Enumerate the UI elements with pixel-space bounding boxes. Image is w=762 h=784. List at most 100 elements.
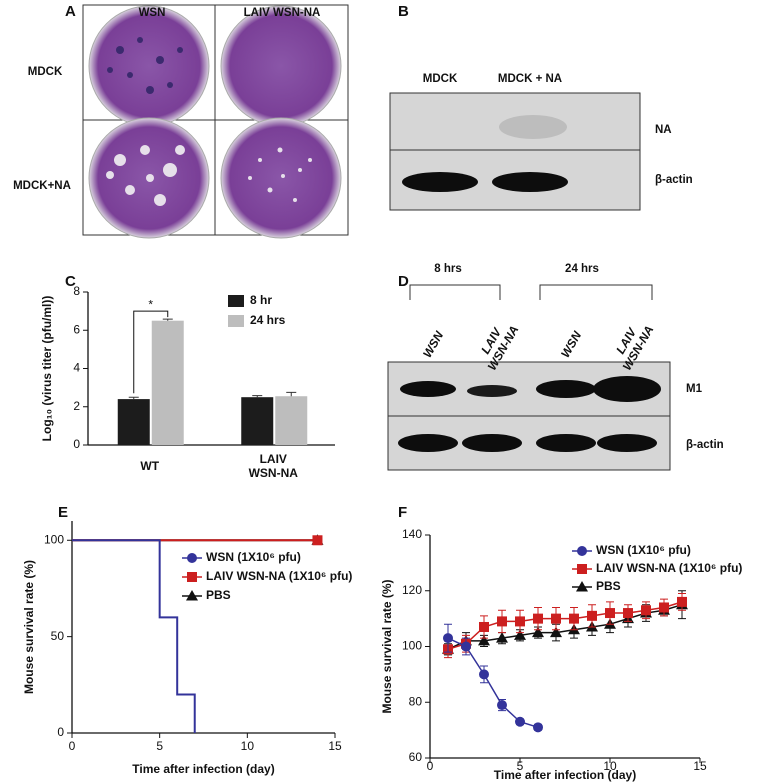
y-tick-label: 2 [73,399,80,413]
error-bar [252,395,263,398]
legend-label: 8 hr [250,293,272,307]
marker [605,608,615,619]
x-tick-label: 10 [603,759,617,773]
legend-label: PBS [596,579,621,593]
lane-label: WSN [558,329,584,361]
x-tick-label: 10 [241,739,255,753]
marker [479,621,489,632]
marker [659,602,669,613]
x-tick-label: 0 [69,739,76,753]
marker [551,613,561,624]
significance-bracket [133,310,169,394]
marker [312,535,323,546]
panel-label: F [398,504,407,521]
band-label: β-actin [686,439,724,451]
legend-marker [186,590,198,601]
y-tick-label: 120 [402,583,422,597]
group-label: 8 hrs [434,263,462,275]
marker [443,633,453,644]
plaques [107,37,183,94]
dish [88,5,210,127]
y-tick-label: 50 [51,629,65,643]
band [597,434,657,452]
marker [550,626,562,638]
marker [587,610,597,621]
panel-label: C [65,273,76,290]
band [536,380,596,398]
band [402,172,478,192]
y-tick-label: 0 [57,725,64,739]
error-bar [286,391,297,397]
y-tick-label: 8 [73,284,80,298]
legend-label: LAIV WSN-NA (1X10⁶ pfu) [206,569,352,583]
legend-label: 24 hrs [250,313,286,327]
group-label: 24 hrs [565,263,599,275]
panel-label: D [398,273,409,290]
y-tick-label: 140 [402,527,422,541]
column-label: WSN [139,7,166,19]
dish [220,5,342,127]
row-label: MDCK+NA [13,180,71,192]
y-axis-title: Mouse survival rate (%) [22,560,36,694]
error-bar [128,396,139,400]
band [593,376,661,402]
x-tick-label: 5 [517,759,524,773]
bar [117,399,150,445]
marker [532,626,544,638]
marker [533,613,543,624]
legend-swatch [228,315,244,327]
band [492,172,568,192]
marker [479,669,489,680]
x-tick-label: 15 [328,739,342,753]
marker [496,632,508,643]
y-tick-label: 80 [409,694,423,708]
marker [533,722,543,733]
lane-label: MDCK + NA [498,73,562,85]
blot-d [387,284,671,471]
legend-label: PBS [206,588,231,602]
y-tick-label: 60 [409,750,423,764]
marker [497,616,507,627]
lane-label: MDCK [423,73,458,85]
x-tick-label: 15 [693,759,707,773]
legend-swatch [228,295,244,307]
y-tick-label: 0 [73,437,80,451]
marker [514,629,526,640]
band-label: β-actin [655,174,693,186]
y-tick-label: 6 [73,322,80,336]
band-label: NA [655,124,672,136]
legend-label: LAIV WSN-NA (1X10⁶ pfu) [596,561,742,575]
marker [677,596,687,607]
panel-label: E [58,504,68,521]
legend-label: WSN (1X10⁶ pfu) [206,550,301,564]
band [467,385,517,397]
marker [461,641,471,652]
legend-marker [577,546,587,556]
legend-marker [187,572,197,582]
band [400,381,456,397]
y-tick-label: 100 [44,532,64,546]
marker [515,616,525,627]
blot-b [389,92,641,211]
bar [151,320,184,445]
band-label: M1 [686,383,703,395]
band [536,434,596,452]
row-label: MDCK [28,66,63,78]
x-tick-label: LAIV WSN-NA [249,452,299,480]
marker [497,700,507,711]
y-tick-label: 100 [402,639,422,653]
band [462,434,522,452]
band [398,434,458,452]
band [499,115,567,139]
significance-mark: * [148,297,153,311]
x-tick-label: 5 [156,739,163,753]
marker [515,716,525,727]
panel-label: B [398,3,409,20]
legend-marker [577,564,587,574]
bar [241,397,274,445]
error-bar [162,318,173,321]
x-axis-title: Time after infection (day) [132,762,274,776]
marker [478,634,490,646]
x-tick-label: WT [140,459,159,473]
